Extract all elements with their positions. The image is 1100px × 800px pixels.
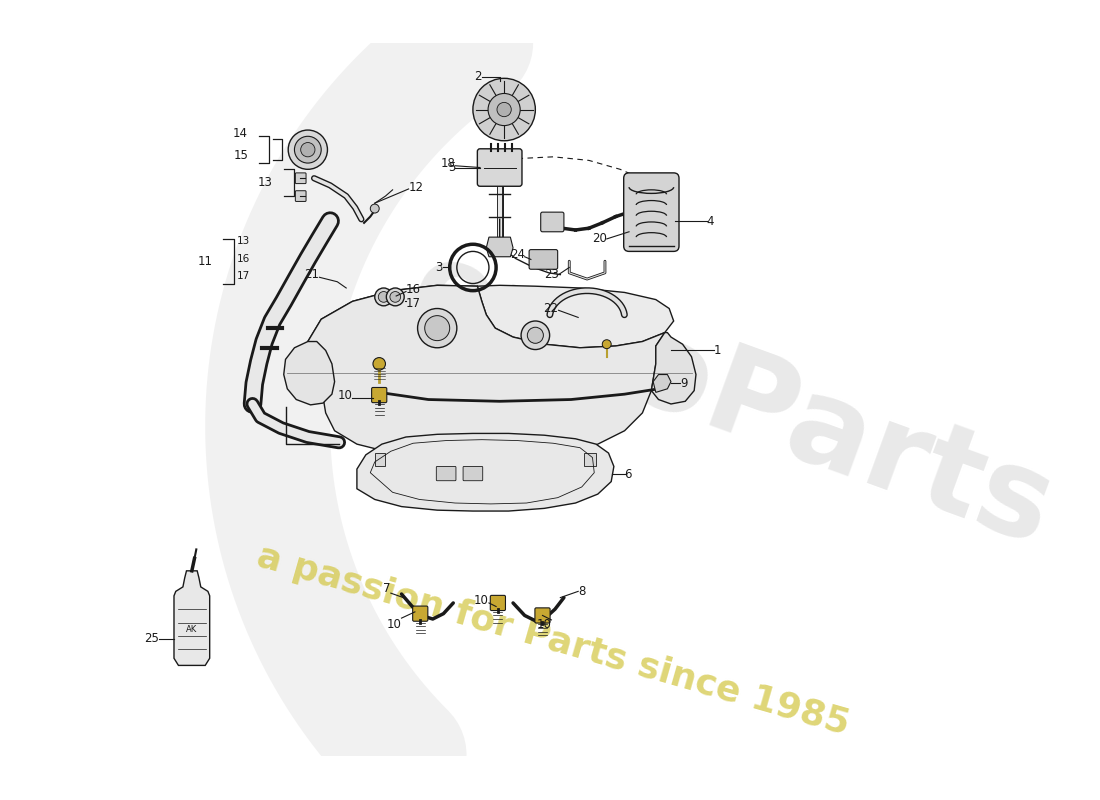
Text: 10: 10 xyxy=(474,594,490,606)
Text: 10: 10 xyxy=(338,389,352,402)
Circle shape xyxy=(488,94,520,126)
Circle shape xyxy=(389,291,400,302)
Polygon shape xyxy=(284,342,334,405)
Circle shape xyxy=(373,358,385,370)
Text: 9: 9 xyxy=(680,377,688,390)
Text: 18: 18 xyxy=(440,157,455,170)
Text: 1: 1 xyxy=(714,344,722,357)
Text: 21: 21 xyxy=(305,268,319,281)
FancyBboxPatch shape xyxy=(463,466,483,481)
FancyBboxPatch shape xyxy=(295,190,306,202)
Circle shape xyxy=(375,288,393,306)
FancyBboxPatch shape xyxy=(535,608,550,623)
Text: 13: 13 xyxy=(236,236,250,246)
Text: 11: 11 xyxy=(197,254,212,268)
Text: 24: 24 xyxy=(509,249,525,262)
FancyBboxPatch shape xyxy=(541,212,564,232)
FancyBboxPatch shape xyxy=(295,173,306,183)
Text: 15: 15 xyxy=(233,150,248,162)
Text: euroParts: euroParts xyxy=(395,230,1068,570)
Text: 5: 5 xyxy=(448,161,455,174)
FancyBboxPatch shape xyxy=(529,250,558,270)
Polygon shape xyxy=(308,286,482,357)
Polygon shape xyxy=(308,286,664,459)
Circle shape xyxy=(521,321,550,350)
Circle shape xyxy=(288,130,328,170)
Polygon shape xyxy=(584,453,596,466)
Text: 8: 8 xyxy=(579,585,585,598)
Circle shape xyxy=(603,340,612,349)
Circle shape xyxy=(425,316,450,341)
Circle shape xyxy=(371,204,380,213)
FancyBboxPatch shape xyxy=(372,387,387,402)
Polygon shape xyxy=(651,333,696,404)
Text: 14: 14 xyxy=(233,127,248,140)
Polygon shape xyxy=(174,571,210,666)
Text: 2: 2 xyxy=(474,70,482,83)
Circle shape xyxy=(295,136,321,163)
Text: 3: 3 xyxy=(436,261,442,274)
FancyBboxPatch shape xyxy=(624,173,679,251)
FancyBboxPatch shape xyxy=(437,466,455,481)
Text: 16: 16 xyxy=(236,254,250,263)
FancyBboxPatch shape xyxy=(412,606,428,622)
FancyBboxPatch shape xyxy=(491,595,506,610)
Text: 16: 16 xyxy=(406,283,421,296)
Text: 13: 13 xyxy=(258,176,273,189)
Text: 12: 12 xyxy=(409,181,424,194)
Polygon shape xyxy=(486,237,513,257)
Circle shape xyxy=(527,327,543,343)
FancyBboxPatch shape xyxy=(477,149,522,186)
Polygon shape xyxy=(375,453,385,466)
Text: 10: 10 xyxy=(537,618,551,631)
Circle shape xyxy=(300,142,315,157)
Text: 4: 4 xyxy=(706,214,714,227)
Text: a passion for Parts since 1985: a passion for Parts since 1985 xyxy=(253,539,854,742)
Polygon shape xyxy=(356,434,614,511)
Circle shape xyxy=(497,102,512,117)
Polygon shape xyxy=(477,286,673,348)
Circle shape xyxy=(378,291,389,302)
Text: 25: 25 xyxy=(144,632,158,645)
Polygon shape xyxy=(653,374,671,392)
Text: 6: 6 xyxy=(625,468,632,481)
Circle shape xyxy=(386,288,404,306)
Text: 17: 17 xyxy=(406,297,421,310)
Text: 7: 7 xyxy=(383,582,390,595)
Text: 17: 17 xyxy=(236,271,250,282)
Circle shape xyxy=(473,78,536,141)
Text: 20: 20 xyxy=(592,233,607,246)
Text: AK: AK xyxy=(186,626,198,634)
Circle shape xyxy=(418,309,456,348)
Text: 22: 22 xyxy=(543,302,559,315)
Text: 10: 10 xyxy=(386,618,402,631)
Text: 23: 23 xyxy=(543,268,559,281)
